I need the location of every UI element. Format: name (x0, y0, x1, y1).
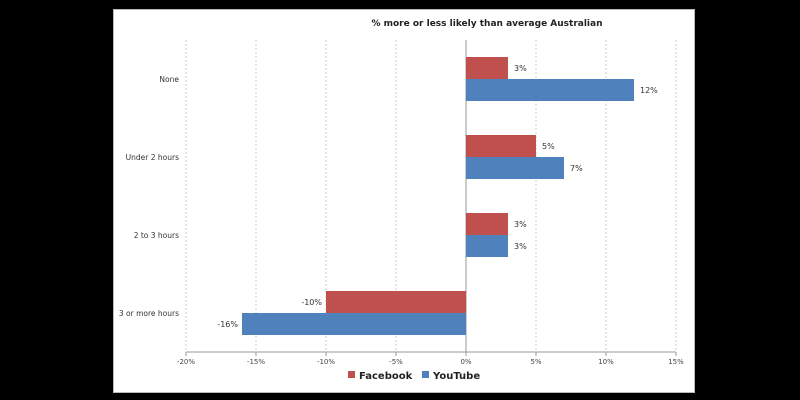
category-label: None (159, 75, 179, 84)
bar-youtube (242, 313, 466, 335)
x-tick-label: -20% (177, 358, 195, 366)
legend-label-facebook: Facebook (359, 371, 413, 382)
bar-facebook (466, 213, 508, 235)
data-label: 7% (570, 164, 583, 173)
data-label: 3% (514, 64, 527, 73)
x-tick-label: -10% (317, 358, 335, 366)
x-tick-label: 15% (668, 358, 684, 366)
bar-youtube (466, 79, 634, 101)
legend-label-youtube: YouTube (432, 371, 480, 382)
bar-facebook (466, 57, 508, 79)
legend-swatch-facebook (348, 371, 355, 378)
category-label: 2 to 3 hours (134, 231, 179, 240)
data-label: -10% (301, 298, 322, 307)
data-label: 3% (514, 220, 527, 229)
data-label: 3% (514, 242, 527, 251)
chart-title: % more or less likely than average Austr… (371, 19, 602, 29)
data-label: 12% (640, 86, 658, 95)
data-label: 5% (542, 142, 555, 151)
category-label: 3 or more hours (119, 309, 179, 318)
bar-youtube (466, 235, 508, 257)
x-tick-label: -5% (389, 358, 403, 366)
category-label: Under 2 hours (126, 153, 179, 162)
x-tick-label: -15% (247, 358, 265, 366)
x-tick-label: 5% (530, 358, 541, 366)
x-tick-label: 0% (460, 358, 471, 366)
x-tick-label: 10% (598, 358, 614, 366)
data-label: -16% (217, 320, 238, 329)
bar-facebook (466, 135, 536, 157)
legend-swatch-youtube (422, 371, 429, 378)
bar-youtube (466, 157, 564, 179)
bar-facebook (326, 291, 466, 313)
